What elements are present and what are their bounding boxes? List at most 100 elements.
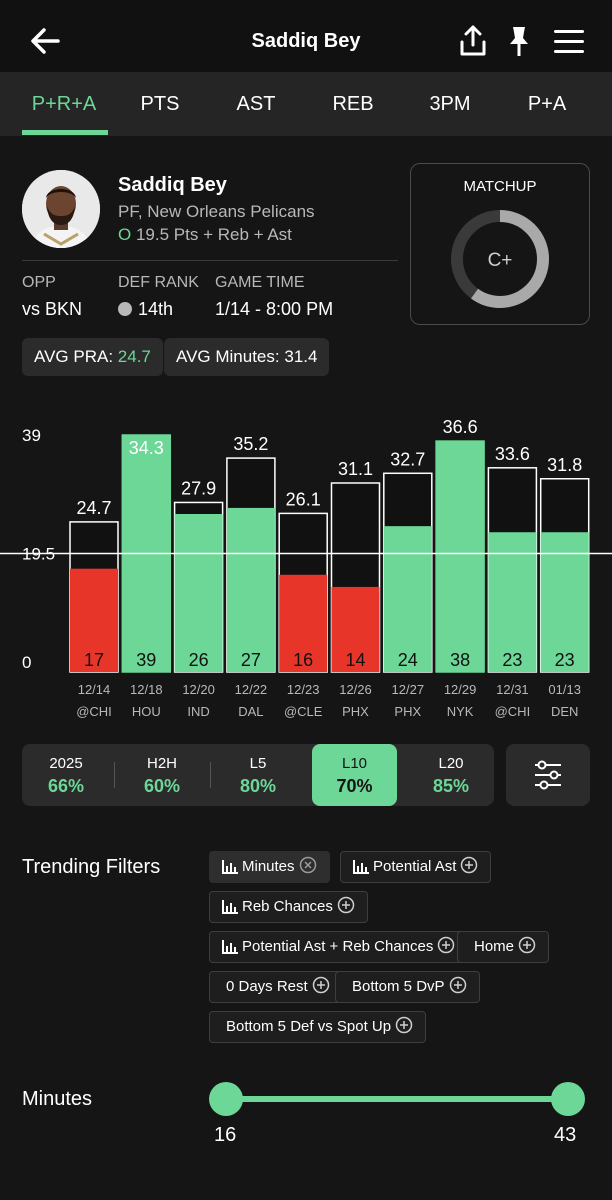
x-date-label: 12/20 xyxy=(182,682,215,697)
back-arrow-icon[interactable] xyxy=(28,26,62,56)
bar xyxy=(174,514,223,672)
player-prop-line: O 19.5 Pts + Reb + Ast xyxy=(118,225,292,245)
bar-chart-icon xyxy=(222,940,238,954)
rank-dot-icon xyxy=(118,302,132,316)
avg-minutes-value: 31.4 xyxy=(284,347,318,366)
bar xyxy=(435,440,485,673)
def-rank-value: 14th xyxy=(118,299,173,320)
chip-label: Bottom 5 DvP xyxy=(352,978,445,995)
bar xyxy=(226,507,275,672)
chip-0-days-rest[interactable]: 0 Days Rest xyxy=(209,971,343,1003)
chip-label: Minutes xyxy=(242,858,295,875)
split-l5[interactable]: L5 80% xyxy=(214,744,302,806)
tab-pts[interactable]: PTS xyxy=(140,93,180,115)
x-date-label: 12/23 xyxy=(287,682,320,697)
player-name: Saddiq Bey xyxy=(118,174,227,196)
add-icon[interactable] xyxy=(312,976,330,994)
prop-line-text: 19.5 Pts + Reb + Ast xyxy=(135,225,292,244)
remove-icon[interactable] xyxy=(299,856,317,874)
add-icon[interactable] xyxy=(518,936,536,954)
bar-value-label: 23 xyxy=(555,650,575,670)
bar xyxy=(488,532,537,672)
add-icon[interactable] xyxy=(337,896,355,914)
x-opponent-label: @CHI xyxy=(495,704,531,719)
bar-label-bg xyxy=(122,435,171,461)
minutes-max-value: 43 xyxy=(554,1124,577,1146)
bar-top-label: 34.3 xyxy=(129,438,164,458)
minutes-min-handle[interactable] xyxy=(209,1082,243,1116)
chip-label: Home xyxy=(474,938,515,955)
x-date-label: 12/26 xyxy=(339,682,372,697)
tab-reb[interactable]: REB xyxy=(332,93,374,115)
share-icon[interactable] xyxy=(458,24,488,58)
y-tick-label: 0 xyxy=(22,653,31,672)
add-icon[interactable] xyxy=(460,856,478,874)
split-l10[interactable]: L10 70% xyxy=(312,744,397,806)
bar-value-label: 17 xyxy=(84,650,104,670)
chip-minutes[interactable]: Minutes xyxy=(209,851,330,883)
bar-top-label: 35.2 xyxy=(233,434,268,454)
pin-icon[interactable] xyxy=(506,24,532,58)
hamburger-menu-icon[interactable] xyxy=(552,27,586,55)
game-time-label: GAME TIME xyxy=(215,274,305,291)
bar-value-label: 39 xyxy=(136,650,156,670)
bar-value-label: 14 xyxy=(345,650,365,670)
bar xyxy=(279,574,328,672)
tab-ast[interactable]: AST xyxy=(236,93,276,115)
bar-top-label: 33.6 xyxy=(495,444,530,464)
minutes-slider-track[interactable] xyxy=(226,1096,568,1102)
bar-value-label: 24 xyxy=(398,650,418,670)
matchup-card[interactable]: MATCHUP C+ xyxy=(410,163,590,325)
add-icon[interactable] xyxy=(449,976,467,994)
avg-pra-label: AVG PRA: xyxy=(34,347,114,366)
filter-settings-button[interactable] xyxy=(506,744,590,806)
bar-top-label: 24.7 xyxy=(76,498,111,518)
split-l20[interactable]: L20 85% xyxy=(407,744,495,806)
split-value: 70% xyxy=(336,776,373,796)
chip-label: Reb Chances xyxy=(242,898,333,915)
chip-label: 0 Days Rest xyxy=(226,978,308,995)
add-icon[interactable] xyxy=(395,1016,413,1034)
x-opponent-label: HOU xyxy=(132,704,161,719)
tab-pra[interactable]: P+R+A xyxy=(31,93,97,115)
split-label: L5 xyxy=(249,755,267,772)
chip-bottom-5-dvp[interactable]: Bottom 5 DvP xyxy=(335,971,480,1003)
tab-pa[interactable]: P+A xyxy=(527,93,567,115)
tab-3pm[interactable]: 3PM xyxy=(429,93,471,115)
split-value: 66% xyxy=(47,776,85,796)
x-opponent-label: NYK xyxy=(447,704,474,719)
bar-value-label: 26 xyxy=(189,650,209,670)
bar-top-label: 31.1 xyxy=(338,459,373,479)
avg-minutes-pill: AVG Minutes: 31.4 xyxy=(164,338,330,376)
matchup-label: MATCHUP xyxy=(463,178,537,195)
bar-value-label: 23 xyxy=(502,650,522,670)
chip-label: Potential Ast + Reb Chances xyxy=(242,938,434,955)
page-title: Saddiq Bey xyxy=(251,30,361,52)
bar xyxy=(383,526,432,672)
matchup-gauge: C+ xyxy=(451,210,549,308)
minutes-filter-title: Minutes xyxy=(22,1088,93,1110)
split-value: 60% xyxy=(143,776,181,796)
bar-chart-icon xyxy=(222,860,238,874)
chip-potential-ast[interactable]: Potential Ast xyxy=(340,851,492,883)
split-h2h[interactable]: H2H 60% xyxy=(118,744,206,806)
chip-reb-chances[interactable]: Reb Chances xyxy=(209,891,368,923)
chip-bottom-5-def-spot-up[interactable]: Bottom 5 Def vs Spot Up xyxy=(209,1011,427,1043)
bar-value-label: 27 xyxy=(241,650,261,670)
bar-top-label: 32.7 xyxy=(390,449,425,469)
bar xyxy=(70,568,118,672)
player-avatar xyxy=(22,170,100,248)
def-rank-label: DEF RANK xyxy=(118,274,199,291)
bar-chart-icon xyxy=(222,900,238,914)
over-marker: O xyxy=(118,225,132,244)
add-icon[interactable] xyxy=(437,936,455,954)
x-opponent-label: PHX xyxy=(394,704,421,719)
bar-value-label: 38 xyxy=(450,650,470,670)
bar xyxy=(331,586,380,672)
chip-potential-ast-reb-chances[interactable]: Potential Ast + Reb Chances xyxy=(209,931,469,963)
chip-home[interactable]: Home xyxy=(457,931,550,963)
x-opponent-label: @CHI xyxy=(76,704,112,719)
player-team: PF, New Orleans Pelicans xyxy=(118,202,315,221)
split-2025[interactable]: 2025 66% xyxy=(22,744,110,806)
minutes-max-handle[interactable] xyxy=(551,1082,585,1116)
